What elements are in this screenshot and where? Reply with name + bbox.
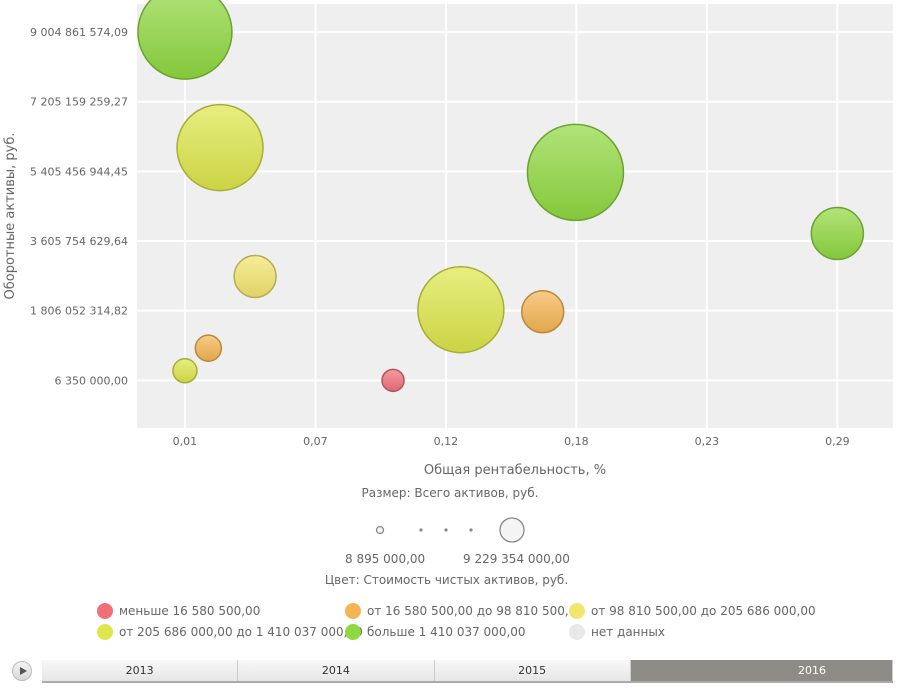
color-legend-item: от 205 686 000,00 до 1 410 037 000,00 <box>97 624 363 640</box>
color-legend-item: больше 1 410 037 000,00 <box>345 624 526 640</box>
size-legend-dot <box>419 528 423 532</box>
legend-swatch <box>345 624 361 640</box>
legend-swatch <box>569 624 585 640</box>
bubble[interactable] <box>810 206 865 261</box>
bubble[interactable] <box>233 254 277 299</box>
legend-label: от 16 580 500,00 до 98 810 500,00 <box>367 604 584 618</box>
legend-label: меньше 16 580 500,00 <box>119 604 261 618</box>
bubble[interactable] <box>526 123 625 222</box>
x-tick-label: 0,01 <box>173 435 198 448</box>
bubble[interactable] <box>417 266 505 354</box>
bubble[interactable] <box>172 357 198 384</box>
bubble[interactable] <box>137 0 233 80</box>
bubble-chart: 0,01 0,07 0,12 0,18 0,23 0,29 6 350 000,00 1 80… <box>3 0 893 478</box>
plot-area <box>137 4 893 428</box>
legend-swatch <box>97 624 113 640</box>
y-tick-label: 1 806 052 314,82 <box>30 305 128 318</box>
y-axis-label: Оборотные активы, руб. <box>3 132 18 299</box>
timeline-year-2014[interactable]: 2014 <box>238 660 435 681</box>
size-legend-min-label: 8 895 000,00 <box>345 552 426 566</box>
bubble[interactable] <box>194 334 223 362</box>
color-legend-item: меньше 16 580 500,00 <box>97 603 260 619</box>
size-legend-min-circle <box>375 525 385 535</box>
timeline[interactable]: 2013 2014 2015 2016 <box>42 660 893 683</box>
x-tick-label: 0,23 <box>695 435 720 448</box>
legend-swatch <box>97 603 113 619</box>
x-tick-label: 0,18 <box>564 435 589 448</box>
y-tick-label: 5 405 456 944,45 <box>30 165 128 178</box>
color-legend-item: нет данных <box>569 624 665 640</box>
y-tick-label: 3 605 754 629,64 <box>30 235 128 248</box>
size-legend-max-circle <box>499 517 525 543</box>
x-tick-label: 0,12 <box>434 435 459 448</box>
y-tick-label: 6 350 000,00 <box>55 374 128 387</box>
play-button[interactable] <box>12 661 32 681</box>
legend-swatch <box>345 603 361 619</box>
size-legend-dot <box>444 528 448 532</box>
timeline-year-2016[interactable]: 2016 <box>630 660 893 681</box>
color-legend-item: от 98 810 500,00 до 205 686 000,00 <box>569 603 816 619</box>
bubble[interactable] <box>176 103 264 192</box>
timeline-year-2013[interactable]: 2013 <box>42 660 239 681</box>
legend-swatch <box>569 603 585 619</box>
size-legend <box>375 517 525 543</box>
legend-label: от 205 686 000,00 до 1 410 037 000,00 <box>119 625 363 639</box>
bubble[interactable] <box>381 368 405 393</box>
legend-label: от 98 810 500,00 до 205 686 000,00 <box>591 604 816 618</box>
x-axis-label: Общая рентабельность, % <box>424 463 606 478</box>
color-legend-title: Цвет: Стоимость чистых активов, руб. <box>324 573 569 587</box>
x-tick-label: 0,29 <box>825 435 850 448</box>
timeline-year-2015[interactable]: 2015 <box>434 660 631 681</box>
y-tick-label: 9 004 861 574,09 <box>30 26 128 39</box>
bubble[interactable] <box>520 289 565 334</box>
legend-label: нет данных <box>591 625 665 639</box>
size-legend-max-label: 9 229 354 000,00 <box>463 552 570 566</box>
size-legend-title: Размер: Всего активов, руб. <box>361 486 539 500</box>
size-legend-dot <box>469 528 473 532</box>
color-legend-item: от 16 580 500,00 до 98 810 500,00 <box>345 603 584 619</box>
y-tick-label: 7 205 159 259,27 <box>30 96 128 109</box>
legend-label: больше 1 410 037 000,00 <box>367 625 526 639</box>
x-tick-label: 0,07 <box>303 435 328 448</box>
